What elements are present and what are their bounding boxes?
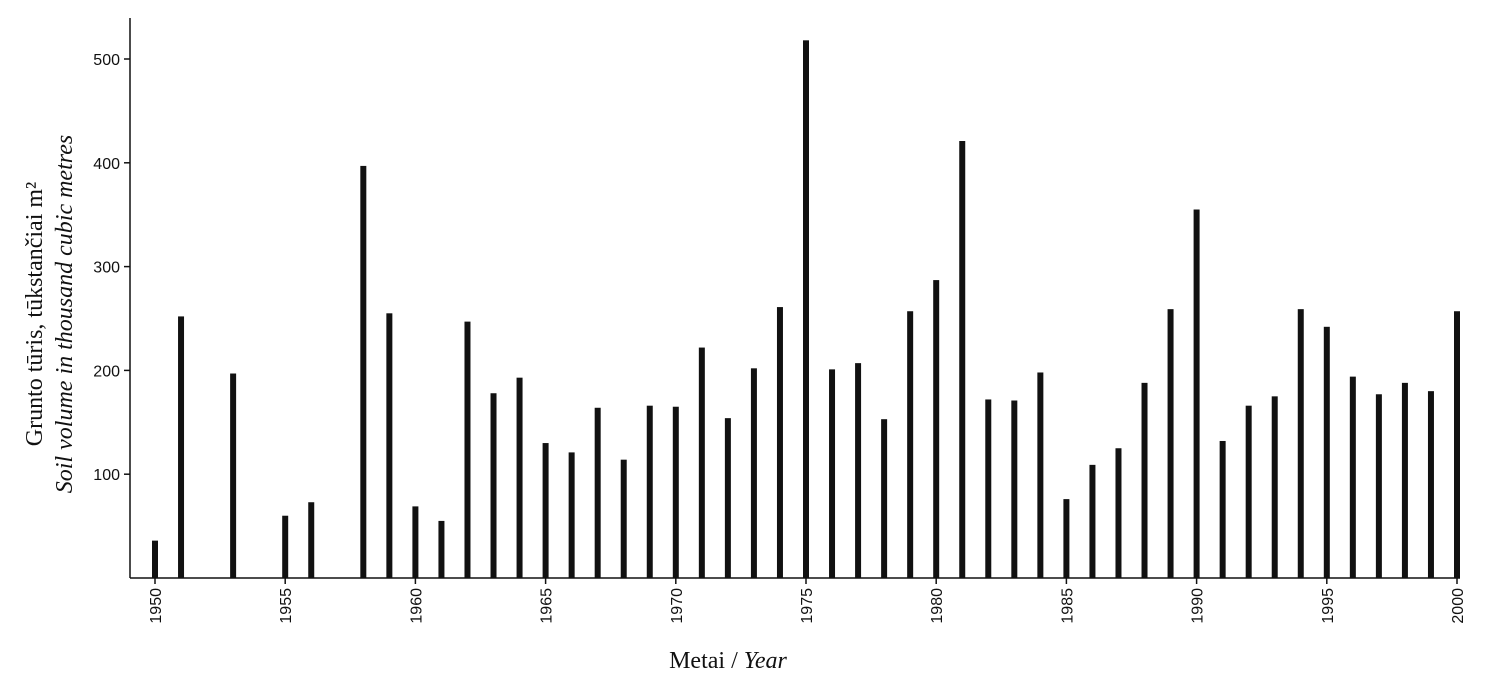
bar-1963: [490, 393, 497, 578]
bar-1974: [776, 307, 783, 578]
bar-1966: [568, 452, 575, 578]
bar-1975: [803, 40, 809, 578]
x-axis-title-primary: Metai /: [669, 648, 744, 674]
bar-1993: [1271, 396, 1278, 578]
bar-1960: [412, 506, 419, 578]
bar-1996: [1349, 376, 1356, 578]
bar-1990: [1193, 209, 1200, 578]
x-tick-label-1980: 1980: [929, 588, 946, 624]
bar-1980: [933, 280, 940, 578]
bar-1997: [1375, 394, 1382, 578]
bar-1953: [230, 373, 237, 578]
x-axis-title: Metai / Year: [669, 648, 787, 674]
bar-1955: [282, 515, 289, 578]
bar-1965: [542, 443, 549, 578]
y-tick-label-500: 500: [93, 52, 120, 69]
bar-1982: [985, 399, 992, 578]
x-tick-label-1995: 1995: [1320, 588, 1337, 624]
bar-1970: [672, 406, 679, 578]
bar-1962: [464, 321, 471, 578]
x-tick-label-2000: 2000: [1450, 588, 1467, 624]
bar-1964: [516, 377, 523, 578]
x-tick-label-1990: 1990: [1190, 588, 1207, 624]
bar-1950: [152, 540, 158, 578]
bar-1995: [1323, 326, 1330, 578]
bar-1977: [855, 363, 862, 578]
x-tick-label-1955: 1955: [278, 588, 295, 624]
bar-1992: [1245, 405, 1252, 578]
x-tick-label-1970: 1970: [669, 588, 686, 624]
bar-1956: [308, 502, 315, 578]
bar-1994: [1297, 309, 1304, 578]
bar-1979: [907, 311, 914, 578]
bars-group: [152, 40, 1460, 578]
bar-1998: [1401, 382, 1408, 578]
bar-1988: [1141, 382, 1148, 578]
bar-1961: [438, 520, 445, 578]
bar-1989: [1167, 309, 1174, 578]
bar-1971: [698, 347, 705, 578]
bar-2000: [1454, 311, 1460, 578]
bar-1976: [829, 369, 836, 578]
bar-1986: [1089, 464, 1096, 578]
bar-1981: [959, 141, 966, 578]
bar-1991: [1219, 440, 1226, 578]
bar-1968: [620, 459, 627, 578]
x-tick-label-1985: 1985: [1059, 588, 1076, 624]
bar-1973: [750, 368, 757, 578]
bar-1999: [1427, 391, 1434, 578]
bar-1978: [881, 419, 888, 578]
bar-1969: [646, 405, 653, 578]
y-tick-label-400: 400: [93, 156, 120, 173]
y-axis-title-secondary: Soil volume in thousand cubic metres: [52, 135, 78, 493]
bar-1984: [1037, 372, 1044, 578]
bar-1972: [724, 418, 731, 578]
bar-1951: [178, 316, 185, 578]
x-axis: 1950 1955 1960 1965 1970 1975 1980 1985 1990 1995…: [130, 577, 1467, 624]
x-tick-label-1960: 1960: [408, 588, 425, 624]
y-axis: 100 200 300 400 500: [93, 18, 131, 578]
y-axis-title-primary: Grunto tūris, tūkstančiai m²: [22, 182, 48, 447]
bar-1985: [1063, 499, 1070, 578]
x-tick-label-1975: 1975: [799, 588, 816, 624]
x-axis-title-secondary: Year: [744, 648, 788, 674]
bar-1958: [360, 165, 367, 578]
bar-1967: [594, 407, 601, 578]
bar-1959: [386, 313, 393, 578]
y-tick-label-300: 300: [93, 260, 120, 277]
y-tick-label-100: 100: [93, 467, 120, 484]
bar-1983: [1011, 400, 1018, 578]
x-tick-label-1965: 1965: [539, 588, 556, 624]
bar-1987: [1115, 448, 1122, 578]
y-tick-label-200: 200: [93, 363, 120, 380]
x-tick-label-1950: 1950: [148, 588, 165, 624]
